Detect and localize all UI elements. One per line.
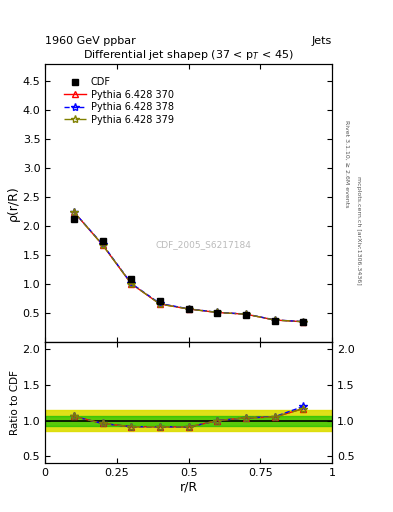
CDF [301,319,306,325]
Text: Jets: Jets [312,36,332,46]
Pythia 6.428 379 [301,318,306,325]
Pythia 6.428 378 [244,311,248,317]
Pythia 6.428 370 [215,309,220,315]
Pythia 6.428 379 [244,311,248,317]
Y-axis label: ρ(r/R): ρ(r/R) [7,185,20,221]
Line: Pythia 6.428 378: Pythia 6.428 378 [70,208,308,326]
Text: 1960 GeV ppbar: 1960 GeV ppbar [45,36,136,46]
Text: mcplots.cern.ch [arXiv:1306.3436]: mcplots.cern.ch [arXiv:1306.3436] [356,176,361,285]
X-axis label: r/R: r/R [180,481,198,494]
Y-axis label: Ratio to CDF: Ratio to CDF [10,370,20,435]
Pythia 6.428 370 [129,281,134,287]
Title: Differential jet shapep (37 < p$_T$ < 45): Differential jet shapep (37 < p$_T$ < 45… [83,49,294,62]
CDF [100,238,105,244]
CDF [186,306,191,312]
CDF [72,217,76,223]
Line: Pythia 6.428 370: Pythia 6.428 370 [70,208,307,325]
Pythia 6.428 370 [301,318,306,325]
Pythia 6.428 379 [158,301,162,307]
Line: CDF: CDF [70,216,307,326]
Pythia 6.428 370 [244,311,248,317]
CDF [129,275,134,282]
CDF [244,312,248,318]
Pythia 6.428 370 [186,306,191,312]
Pythia 6.428 370 [100,242,105,248]
Legend: CDF, Pythia 6.428 370, Pythia 6.428 378, Pythia 6.428 379: CDF, Pythia 6.428 370, Pythia 6.428 378,… [62,74,176,127]
Pythia 6.428 378 [100,241,105,247]
Pythia 6.428 370 [272,317,277,323]
Pythia 6.428 379 [129,281,134,287]
CDF [215,310,220,316]
Text: CDF_2005_S6217184: CDF_2005_S6217184 [155,241,251,249]
Pythia 6.428 378 [301,318,306,325]
Pythia 6.428 379 [72,209,76,215]
CDF [272,318,277,324]
Pythia 6.428 370 [158,301,162,307]
Pythia 6.428 379 [186,306,191,312]
Pythia 6.428 378 [129,281,134,287]
Text: Rivet 3.1.10, ≥ 2.6M events: Rivet 3.1.10, ≥ 2.6M events [344,120,349,207]
Pythia 6.428 378 [72,209,76,215]
Pythia 6.428 378 [158,301,162,307]
Pythia 6.428 378 [215,309,220,315]
Pythia 6.428 379 [215,309,220,315]
Pythia 6.428 379 [272,317,277,323]
Pythia 6.428 370 [72,209,76,215]
Pythia 6.428 378 [272,317,277,323]
Pythia 6.428 378 [186,306,191,312]
Pythia 6.428 379 [100,242,105,248]
CDF [158,297,162,304]
Line: Pythia 6.428 379: Pythia 6.428 379 [70,208,308,326]
